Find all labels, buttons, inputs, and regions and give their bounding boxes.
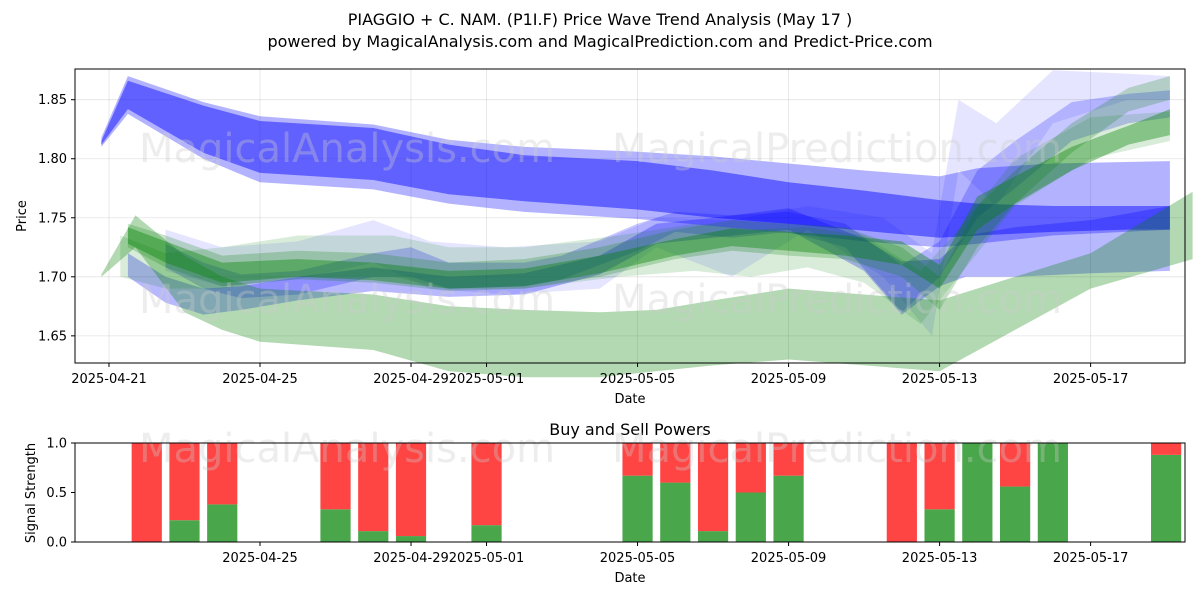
sell-power-bar <box>924 443 955 510</box>
buy-power-bar <box>660 482 691 542</box>
x-tick-label: 2025-05-05 <box>600 551 676 566</box>
buy-power-bar <box>1151 454 1182 542</box>
x-tick-label: 2025-05-13 <box>902 551 978 566</box>
wave-band-blue-band-5 <box>165 70 1170 336</box>
bottom-y-axis-ticks: 0.0 0.5 1.0 <box>46 437 75 551</box>
bottom-x-axis-label: Date <box>614 571 645 586</box>
x-tick-label: 2025-05-09 <box>751 372 827 387</box>
watermark-text: MagicalAnalysis.com <box>139 126 555 172</box>
wave-band-blue-band-1 <box>101 80 1170 238</box>
buy-power-bar <box>169 520 200 542</box>
sell-power-bar <box>773 443 804 476</box>
sell-power-bar <box>320 443 351 510</box>
top-watermarks: MagicalAnalysis.com MagicalPrediction.co… <box>139 126 1062 323</box>
x-tick-label: 2025-04-25 <box>222 372 298 387</box>
y-tick-label: 1.75 <box>38 211 67 226</box>
watermark-text: MagicalAnalysis.com <box>139 277 555 323</box>
signal-bars <box>131 443 1182 542</box>
price-wave-panel: MagicalAnalysis.com MagicalPrediction.co… <box>15 68 1193 407</box>
y-tick-label: 1.80 <box>38 152 67 167</box>
x-tick-label: 2025-04-25 <box>222 551 298 566</box>
sell-power-bar <box>358 443 389 532</box>
sell-power-bar <box>131 443 162 542</box>
buy-power-bar <box>924 509 955 542</box>
y-tick-label: 0.5 <box>46 486 67 501</box>
buy-power-bar <box>735 492 766 542</box>
y-tick-label: 1.0 <box>46 437 67 452</box>
buy-power-bar <box>622 475 653 542</box>
buy-power-bar <box>1000 486 1031 542</box>
y-tick-label: 1.85 <box>38 93 67 108</box>
signal-chart-title: Buy and Sell Powers <box>549 420 711 439</box>
buy-power-bar <box>773 475 804 542</box>
sell-power-bar <box>697 443 729 532</box>
x-tick-label: 2025-04-21 <box>71 372 147 387</box>
chart-title-line2: powered by MagicalAnalysis.com and Magic… <box>267 32 932 51</box>
watermark-text: MagicalPrediction.com <box>612 126 1062 172</box>
chart-title-line1: PIAGGIO + C. NAM. (P1I.F) Price Wave Tre… <box>348 10 852 29</box>
buy-power-bar <box>320 509 351 542</box>
sell-power-bar <box>207 443 238 505</box>
x-tick-label: 2025-05-01 <box>449 372 525 387</box>
sell-power-bar <box>1000 443 1031 487</box>
top-y-axis-label: Price <box>15 200 30 232</box>
top-x-axis-ticks: 2025-04-21 2025-04-25 2025-04-29 2025-05-01… <box>71 363 1128 387</box>
y-tick-label: 0.0 <box>46 536 67 551</box>
y-tick-label: 1.70 <box>38 270 67 285</box>
sell-power-bar <box>169 443 200 521</box>
watermark-text: MagicalPrediction.com <box>612 277 1062 323</box>
wave-band-green-band-1 <box>101 191 1193 378</box>
sell-power-bar <box>660 443 691 483</box>
top-gridlines <box>75 69 1185 363</box>
watermark-text: MagicalAnalysis.com <box>139 426 555 472</box>
sell-power-bar <box>735 443 766 493</box>
sell-power-bar <box>395 443 427 537</box>
x-tick-label: 2025-05-05 <box>600 372 676 387</box>
x-tick-label: 2025-05-09 <box>751 551 827 566</box>
sell-power-bar <box>622 443 653 476</box>
top-y-axis-ticks: 1.65 1.70 1.75 1.80 1.85 <box>38 93 75 344</box>
x-tick-label: 2025-04-29 <box>373 372 449 387</box>
buy-power-bar <box>358 531 389 542</box>
x-tick-label: 2025-05-13 <box>902 372 978 387</box>
watermark-text: MagicalPrediction.com <box>612 426 1062 472</box>
wave-band-blue-band-3 <box>127 206 1170 315</box>
wave-band-green-band-3 <box>127 76 1170 310</box>
top-x-axis-label: Date <box>614 392 645 407</box>
bottom-y-axis-label: Signal Strength <box>24 443 39 543</box>
y-tick-label: 1.65 <box>38 329 67 344</box>
buy-power-bar <box>962 443 993 542</box>
buy-power-bar <box>207 504 238 542</box>
wave-band-blue-band-2 <box>101 76 1170 248</box>
x-tick-label: 2025-05-17 <box>1053 372 1129 387</box>
sell-power-bar <box>1151 443 1182 455</box>
wave-band-green-band-4 <box>120 111 1170 324</box>
bottom-x-axis-ticks: 2025-04-25 2025-04-29 2025-05-01 2025-05-05… <box>222 542 1128 566</box>
sell-power-bar <box>471 443 502 526</box>
x-tick-label: 2025-05-17 <box>1053 551 1129 566</box>
x-tick-label: 2025-04-29 <box>373 551 449 566</box>
wave-band-green-band-2 <box>127 109 1170 289</box>
buy-power-bar <box>471 525 502 542</box>
top-wave-bands <box>101 70 1193 378</box>
x-tick-label: 2025-05-01 <box>449 551 525 566</box>
wave-band-blue-band-4 <box>165 90 1170 313</box>
buy-power-bar <box>697 531 729 542</box>
bottom-watermarks: MagicalAnalysis.com MagicalPrediction.co… <box>139 426 1062 472</box>
signal-panel: Buy and Sell Powers MagicalAnalysis.com … <box>24 420 1186 586</box>
buy-power-bar <box>395 536 427 542</box>
sell-power-bar <box>886 443 917 542</box>
buy-power-bar <box>1037 443 1068 542</box>
top-plot-frame <box>74 68 1186 364</box>
